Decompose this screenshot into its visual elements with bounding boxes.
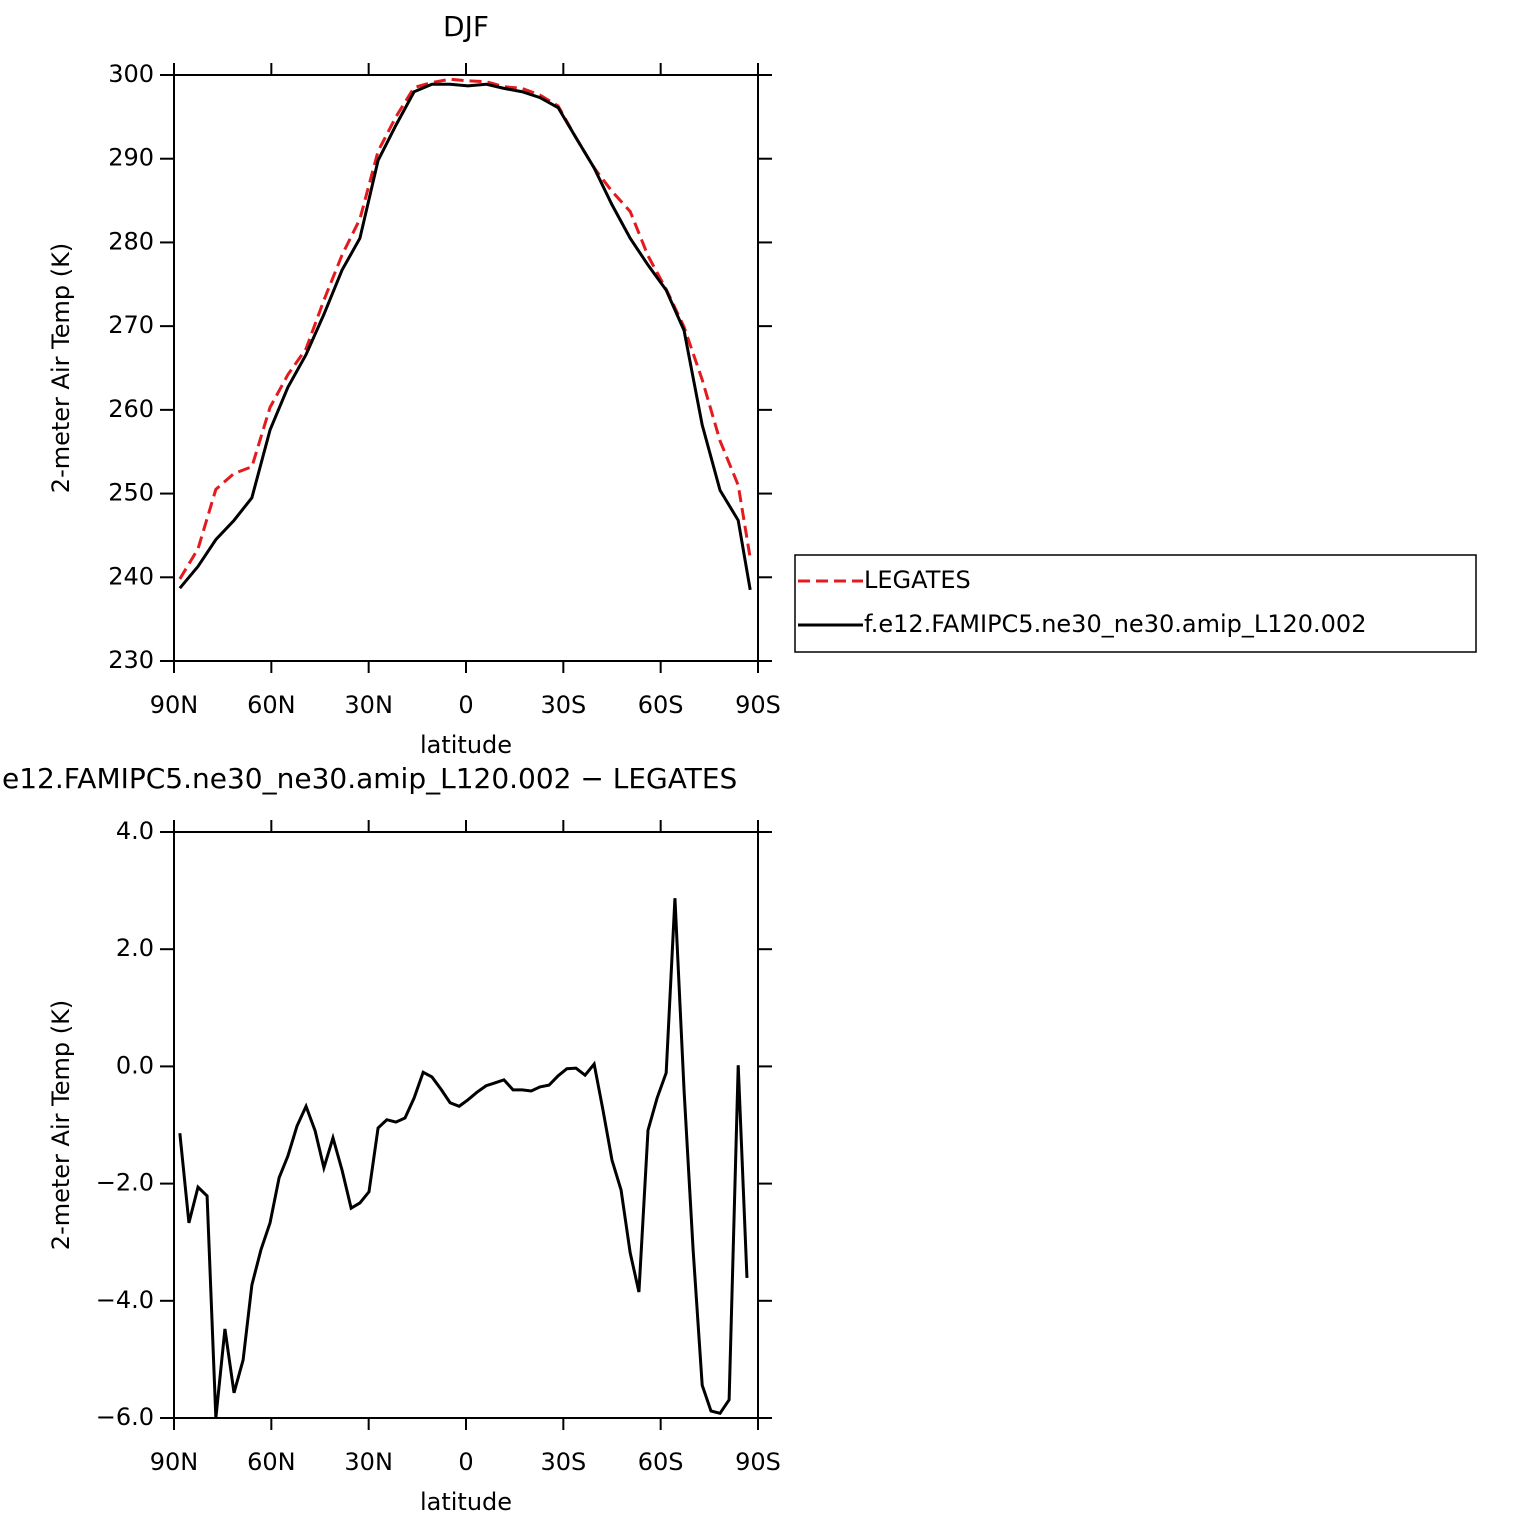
- plot-frame: [173, 831, 759, 1419]
- y-tick-label: 280: [108, 227, 154, 255]
- y-tick-label: −4.0: [96, 1286, 154, 1314]
- x-tick-label: 0: [458, 1448, 473, 1476]
- x-tick-label: 90N: [150, 691, 199, 719]
- y-tick-label: 2.0: [116, 934, 154, 962]
- legend-label: f.e12.FAMIPC5.ne30_ne30.amip_L120.002: [864, 610, 1366, 638]
- y-tick-label: 260: [108, 395, 154, 423]
- x-tick-label: 60N: [247, 691, 296, 719]
- x-tick-label: 30S: [540, 1448, 586, 1476]
- x-tick-label: 90S: [735, 1448, 781, 1476]
- x-tick-label: 30S: [540, 691, 586, 719]
- legend-label: LEGATES: [864, 566, 971, 594]
- x-tick-label: 90N: [150, 1448, 199, 1476]
- x-tick-label: 0: [458, 691, 473, 719]
- y-tick-label: 300: [108, 60, 154, 88]
- data-line: [178, 898, 749, 1419]
- y-tick-label: −6.0: [96, 1403, 154, 1431]
- y-tick-label: 290: [108, 144, 154, 172]
- legend-box: [794, 554, 1477, 653]
- y-tick-label: 270: [108, 311, 154, 339]
- x-tick-label: 90S: [735, 691, 781, 719]
- y-tick-label: 250: [108, 479, 154, 507]
- y-axis-label: 2-meter Air Temp (K): [47, 243, 75, 493]
- plot-frame: [173, 74, 759, 662]
- x-tick-label: 30N: [344, 691, 393, 719]
- x-tick-label: 60N: [247, 1448, 296, 1476]
- x-axis-label: latitude: [420, 731, 512, 759]
- data-line: [178, 82, 752, 591]
- y-tick-label: 240: [108, 562, 154, 590]
- chart-title: e12.FAMIPC5.ne30_ne30.amip_L120.002 − LE…: [2, 762, 737, 795]
- x-tick-label: 30N: [344, 1448, 393, 1476]
- x-axis-label: latitude: [420, 1488, 512, 1516]
- y-tick-label: 230: [108, 646, 154, 674]
- y-tick-label: 0.0: [116, 1051, 154, 1079]
- chart-title: DJF: [443, 10, 489, 43]
- x-tick-label: 60S: [638, 691, 684, 719]
- y-tick-label: −2.0: [96, 1169, 154, 1197]
- x-tick-label: 60S: [638, 1448, 684, 1476]
- y-tick-label: 4.0: [116, 817, 154, 845]
- data-line: [178, 77, 752, 580]
- y-axis-label: 2-meter Air Temp (K): [47, 1000, 75, 1250]
